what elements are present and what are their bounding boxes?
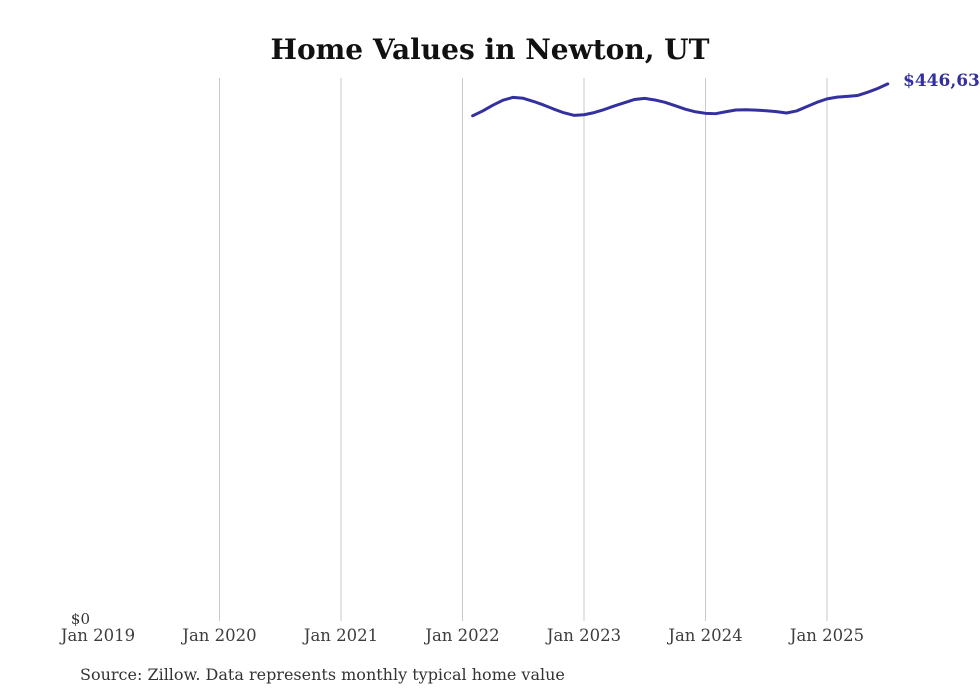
x-axis-tick-label: Jan 2022 [423, 626, 499, 645]
x-axis-tick-label: Jan 2023 [545, 626, 621, 645]
x-axis-tick-label: Jan 2021 [302, 626, 378, 645]
y-axis-zero-label: $0 [70, 610, 90, 628]
x-axis-tick-label: Jan 2020 [180, 626, 256, 645]
x-axis-tick-label: Jan 2019 [59, 626, 135, 645]
latest-value-label: $446,632 [903, 71, 980, 91]
source-note: Source: Zillow. Data represents monthly … [80, 665, 565, 684]
home-value-series-line [471, 82, 890, 118]
x-axis-tick-label: Jan 2025 [788, 626, 864, 645]
chart-title: Home Values in Newton, UT [270, 33, 710, 66]
x-axis-tick-label: Jan 2024 [666, 626, 742, 645]
